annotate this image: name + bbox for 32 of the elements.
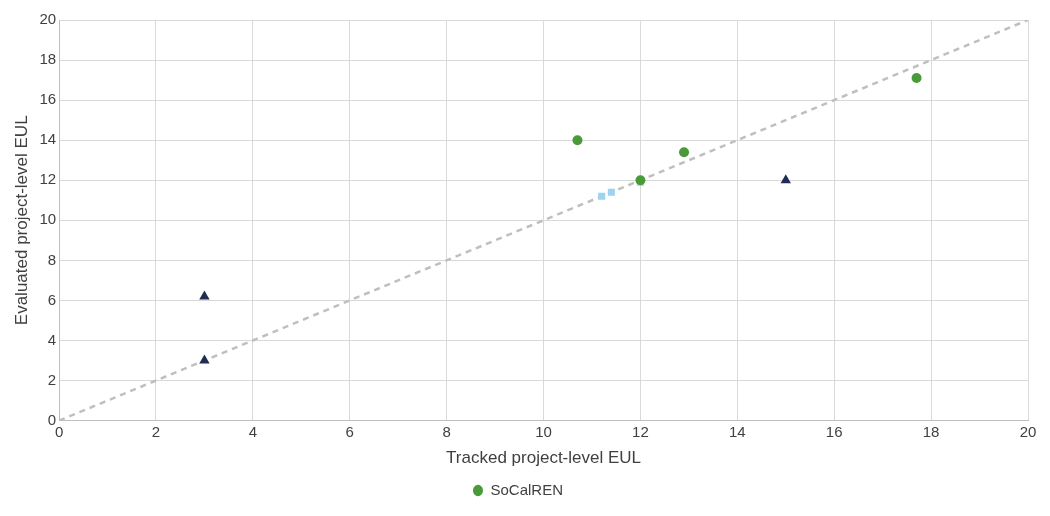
- x-tick-label: 14: [728, 422, 746, 440]
- x-tick-label: 16: [825, 422, 843, 440]
- point: [911, 73, 922, 84]
- y-tick-label: 20: [39, 10, 57, 28]
- y-axis-title: Evaluated project-level EUL: [11, 115, 31, 326]
- x-tick-label: 20: [1019, 422, 1037, 440]
- legend-label: SoCalREN: [490, 480, 564, 498]
- point: [572, 135, 583, 146]
- point: [679, 147, 690, 158]
- point: [199, 290, 210, 300]
- y-tick-label: 8: [47, 250, 57, 268]
- x-tick-label: 12: [632, 422, 649, 440]
- y-tick-label: 2: [47, 370, 57, 388]
- point: [607, 188, 615, 196]
- x-tick-label: 18: [922, 422, 940, 440]
- y-tick-label: 0: [47, 410, 57, 428]
- y-tick-label: 6: [47, 290, 57, 308]
- y-tick-label: 10: [39, 210, 57, 228]
- y-tick-label: 18: [39, 50, 57, 68]
- x-tick-label: 10: [535, 422, 552, 440]
- point: [199, 354, 210, 364]
- x-tick-label: 4: [248, 422, 258, 440]
- y-tick-label: 4: [47, 330, 57, 348]
- x-axis-title: Tracked project-level EUL: [446, 448, 642, 468]
- y-tick-label: 14: [39, 130, 57, 148]
- x-tick-label: 2: [151, 422, 161, 440]
- y-tick-label: 16: [39, 90, 57, 108]
- x-tick-label: 8: [442, 422, 451, 440]
- y-tick-label: 12: [39, 170, 57, 188]
- point: [780, 174, 791, 184]
- point: [598, 192, 606, 200]
- x-tick-label: 6: [345, 422, 354, 440]
